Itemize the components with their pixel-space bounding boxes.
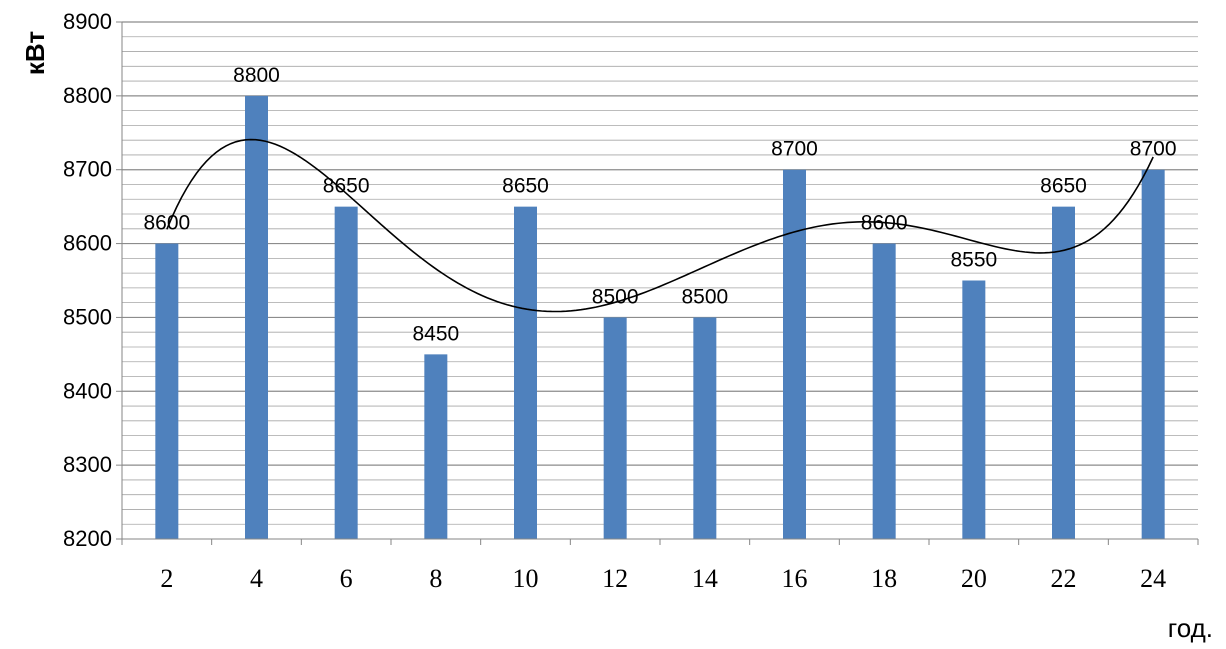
bar-2 bbox=[155, 243, 179, 540]
x-tick-label: 18 bbox=[871, 564, 897, 593]
x-tick-label: 8 bbox=[429, 564, 442, 593]
x-tick-label: 6 bbox=[340, 564, 353, 593]
bar-4 bbox=[245, 95, 268, 539]
y-tick-label: 8800 bbox=[63, 83, 112, 108]
y-tick-label: 8400 bbox=[63, 378, 112, 403]
data-labels: 8600 8800 8650 8450 8650 8500 8500 8700 8600 8550… bbox=[143, 64, 1176, 346]
bar-8 bbox=[424, 354, 448, 539]
bar-14 bbox=[693, 317, 717, 539]
bar-22 bbox=[1052, 206, 1075, 539]
x-axis-ticks: 2 4 6 8 10 12 14 16 18 20 22 24 bbox=[121, 539, 1199, 593]
x-tick-label: 4 bbox=[250, 564, 263, 593]
y-tick-label: 8900 bbox=[63, 9, 112, 34]
x-tick-label: 20 bbox=[961, 564, 987, 593]
data-label-14: 8500 bbox=[681, 285, 728, 308]
data-label-20: 8550 bbox=[950, 249, 997, 272]
data-label-16: 8700 bbox=[771, 138, 818, 161]
bar-24 bbox=[1141, 169, 1165, 539]
y-tick-label: 8700 bbox=[63, 157, 112, 182]
y-axis-title: кВт bbox=[20, 31, 50, 75]
x-axis-title: год. bbox=[1168, 613, 1213, 643]
trendline bbox=[166, 138, 1154, 313]
bars bbox=[155, 95, 1165, 540]
y-axis-ticks: 8200 8300 8400 8500 8600 8700 8800 8900 bbox=[63, 9, 122, 551]
bar-20 bbox=[962, 280, 986, 539]
data-label-6: 8650 bbox=[323, 175, 370, 198]
gridlines bbox=[122, 21, 1198, 525]
bar-12 bbox=[603, 317, 627, 539]
data-label-10: 8650 bbox=[502, 175, 549, 198]
data-label-8: 8450 bbox=[412, 322, 459, 345]
data-label-24: 8700 bbox=[1130, 138, 1177, 161]
bar-10 bbox=[514, 206, 537, 539]
bar-16 bbox=[783, 169, 806, 539]
bar-6 bbox=[334, 206, 358, 539]
y-tick-label: 8500 bbox=[63, 304, 112, 329]
x-tick-label: 14 bbox=[692, 564, 718, 593]
x-tick-label: 16 bbox=[782, 564, 808, 593]
x-tick-label: 10 bbox=[513, 564, 539, 593]
data-label-22: 8650 bbox=[1040, 175, 1087, 198]
y-tick-label: 8200 bbox=[63, 526, 112, 551]
data-label-12: 8500 bbox=[592, 285, 639, 308]
x-tick-label: 12 bbox=[602, 564, 628, 593]
bar-18 bbox=[872, 243, 896, 540]
y-tick-label: 8300 bbox=[63, 452, 112, 477]
data-label-2: 8600 bbox=[143, 212, 190, 235]
data-label-4: 8800 bbox=[233, 64, 280, 87]
data-label-18: 8600 bbox=[861, 212, 908, 235]
y-tick-label: 8600 bbox=[63, 231, 112, 256]
x-tick-label: 22 bbox=[1051, 564, 1077, 593]
x-tick-label: 2 bbox=[160, 564, 173, 593]
x-tick-label: 24 bbox=[1140, 564, 1166, 593]
